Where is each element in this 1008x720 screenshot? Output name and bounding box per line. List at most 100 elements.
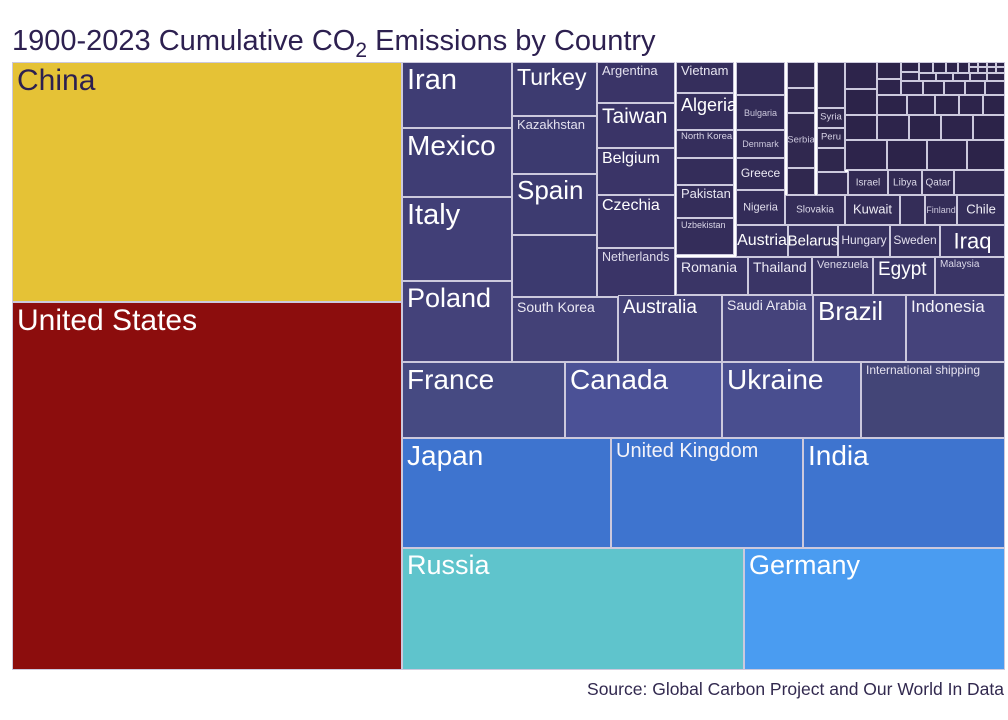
treemap-cell-iraq[interactable]: Iraq [940, 225, 1005, 257]
treemap-cell-united-kingdom[interactable]: United Kingdom [611, 438, 803, 548]
treemap-cell-unlabeled[interactable] [877, 79, 901, 95]
treemap-cell-north-korea[interactable]: North Korea [676, 130, 734, 158]
treemap-cell-malaysia[interactable]: Malaysia [935, 257, 1005, 295]
treemap-cell-unlabeled[interactable] [965, 81, 985, 95]
treemap-cell-ukraine[interactable]: Ukraine [722, 362, 861, 438]
treemap-cell-unlabeled[interactable] [959, 95, 983, 115]
treemap-cell-egypt[interactable]: Egypt [873, 257, 935, 295]
treemap-cell-unlabeled[interactable] [935, 95, 959, 115]
treemap-cell-unlabeled[interactable] [909, 115, 941, 140]
treemap-cell-australia[interactable]: Australia [618, 295, 722, 362]
treemap-cell-france[interactable]: France [402, 362, 565, 438]
treemap-cell-brazil[interactable]: Brazil [813, 295, 906, 362]
treemap-cell-unlabeled[interactable] [985, 81, 1005, 95]
treemap-cell-unlabeled[interactable] [900, 195, 925, 225]
treemap-cell-qatar[interactable]: Qatar [922, 170, 954, 195]
treemap-cell-unlabeled[interactable] [944, 81, 965, 95]
treemap-cell-kazakhstan[interactable]: Kazakhstan [512, 116, 597, 174]
treemap-cell-taiwan[interactable]: Taiwan [597, 103, 675, 148]
treemap-cell-bulgaria[interactable]: Bulgaria [736, 95, 785, 130]
treemap-cell-unlabeled[interactable] [919, 73, 936, 81]
treemap-cell-china[interactable]: China [12, 62, 402, 302]
treemap-cell-israel[interactable]: Israel [848, 170, 888, 195]
treemap-cell-unlabeled[interactable] [954, 170, 1005, 195]
treemap-cell-austria[interactable]: Austria [736, 225, 788, 257]
treemap-cell-unlabeled[interactable] [987, 67, 996, 73]
treemap-cell-unlabeled[interactable] [877, 95, 907, 115]
treemap-cell-india[interactable]: India [803, 438, 1005, 548]
treemap-cell-unlabeled[interactable] [877, 62, 901, 79]
treemap-cell-unlabeled[interactable] [901, 81, 923, 95]
treemap-cell-unlabeled[interactable] [877, 115, 909, 140]
treemap-cell-unlabeled[interactable] [996, 67, 1005, 73]
treemap-cell-japan[interactable]: Japan [402, 438, 611, 548]
treemap-cell-south-korea[interactable]: South Korea [512, 297, 618, 362]
treemap-cell-unlabeled[interactable] [887, 140, 927, 170]
treemap-cell-unlabeled[interactable] [996, 62, 1005, 67]
treemap-cell-iran[interactable]: Iran [402, 62, 512, 128]
treemap-cell-saudi-arabia[interactable]: Saudi Arabia [722, 295, 813, 362]
treemap-cell-unlabeled[interactable] [978, 62, 987, 67]
treemap-cell-unlabeled[interactable] [967, 140, 1005, 170]
treemap-cell-unlabeled[interactable] [512, 235, 597, 297]
treemap-cell-romania[interactable]: Romania [676, 257, 748, 295]
treemap-cell-unlabeled[interactable] [787, 168, 815, 195]
treemap-cell-unlabeled[interactable] [787, 62, 815, 88]
treemap-cell-unlabeled[interactable] [927, 140, 967, 170]
treemap-cell-chile[interactable]: Chile [957, 195, 1005, 225]
treemap-cell-italy[interactable]: Italy [402, 197, 512, 281]
treemap-cell-unlabeled[interactable] [817, 62, 845, 108]
treemap-cell-unlabeled[interactable] [923, 81, 944, 95]
treemap-cell-unlabeled[interactable] [919, 62, 933, 73]
treemap-cell-turkey[interactable]: Turkey [512, 62, 597, 116]
treemap-cell-nigeria[interactable]: Nigeria [736, 190, 785, 225]
treemap-cell-slovakia[interactable]: Slovakia [785, 195, 845, 225]
treemap-cell-unlabeled[interactable] [987, 73, 1005, 81]
treemap-cell-peru[interactable]: Peru [817, 128, 845, 148]
treemap-cell-unlabeled[interactable] [970, 73, 987, 81]
treemap-cell-venezuela[interactable]: Venezuela [812, 257, 873, 295]
treemap-cell-denmark[interactable]: Denmark [736, 130, 785, 158]
treemap-cell-unlabeled[interactable] [817, 172, 848, 195]
treemap-cell-sweden[interactable]: Sweden [890, 225, 940, 257]
treemap-cell-unlabeled[interactable] [817, 148, 845, 172]
treemap-cell-unlabeled[interactable] [736, 62, 785, 95]
treemap-cell-mexico[interactable]: Mexico [402, 128, 512, 197]
treemap-cell-serbia[interactable]: Serbia [787, 113, 815, 168]
treemap-cell-thailand[interactable]: Thailand [748, 257, 812, 295]
treemap-cell-syria[interactable]: Syria [817, 108, 845, 128]
treemap-cell-unlabeled[interactable] [845, 62, 877, 89]
treemap-cell-germany[interactable]: Germany [744, 548, 1005, 670]
treemap-cell-canada[interactable]: Canada [565, 362, 722, 438]
treemap-cell-vietnam[interactable]: Vietnam [676, 62, 734, 93]
treemap-cell-unlabeled[interactable] [953, 73, 970, 81]
treemap-cell-libya[interactable]: Libya [888, 170, 922, 195]
treemap-cell-poland[interactable]: Poland [402, 281, 512, 362]
treemap-cell-pakistan[interactable]: Pakistan [676, 185, 734, 218]
treemap-cell-hungary[interactable]: Hungary [838, 225, 890, 257]
treemap-cell-unlabeled[interactable] [845, 89, 877, 115]
treemap-cell-belarus[interactable]: Belarus [788, 225, 838, 257]
treemap-cell-unlabeled[interactable] [845, 140, 887, 170]
treemap-cell-belgium[interactable]: Belgium [597, 148, 675, 195]
treemap-cell-unlabeled[interactable] [901, 62, 919, 72]
treemap-cell-finland[interactable]: Finland [925, 195, 957, 225]
treemap-cell-unlabeled[interactable] [845, 115, 877, 140]
treemap-cell-spain[interactable]: Spain [512, 174, 597, 235]
treemap-cell-unlabeled[interactable] [958, 62, 969, 73]
treemap-cell-unlabeled[interactable] [946, 62, 958, 73]
treemap-cell-unlabeled[interactable] [676, 158, 734, 185]
treemap-cell-indonesia[interactable]: Indonesia [906, 295, 1005, 362]
treemap-cell-unlabeled[interactable] [983, 95, 1005, 115]
treemap-cell-unlabeled[interactable] [987, 62, 996, 67]
treemap-cell-unlabeled[interactable] [969, 67, 978, 73]
treemap-cell-unlabeled[interactable] [907, 95, 935, 115]
treemap-cell-argentina[interactable]: Argentina [597, 62, 675, 103]
treemap-cell-unlabeled[interactable] [973, 115, 1005, 140]
treemap-cell-unlabeled[interactable] [933, 62, 946, 73]
treemap-cell-netherlands[interactable]: Netherlands [597, 248, 675, 297]
treemap-cell-international-shipping[interactable]: International shipping [861, 362, 1005, 438]
treemap-cell-kuwait[interactable]: Kuwait [845, 195, 900, 225]
treemap-cell-unlabeled[interactable] [936, 73, 953, 81]
treemap-cell-unlabeled[interactable] [901, 72, 919, 81]
